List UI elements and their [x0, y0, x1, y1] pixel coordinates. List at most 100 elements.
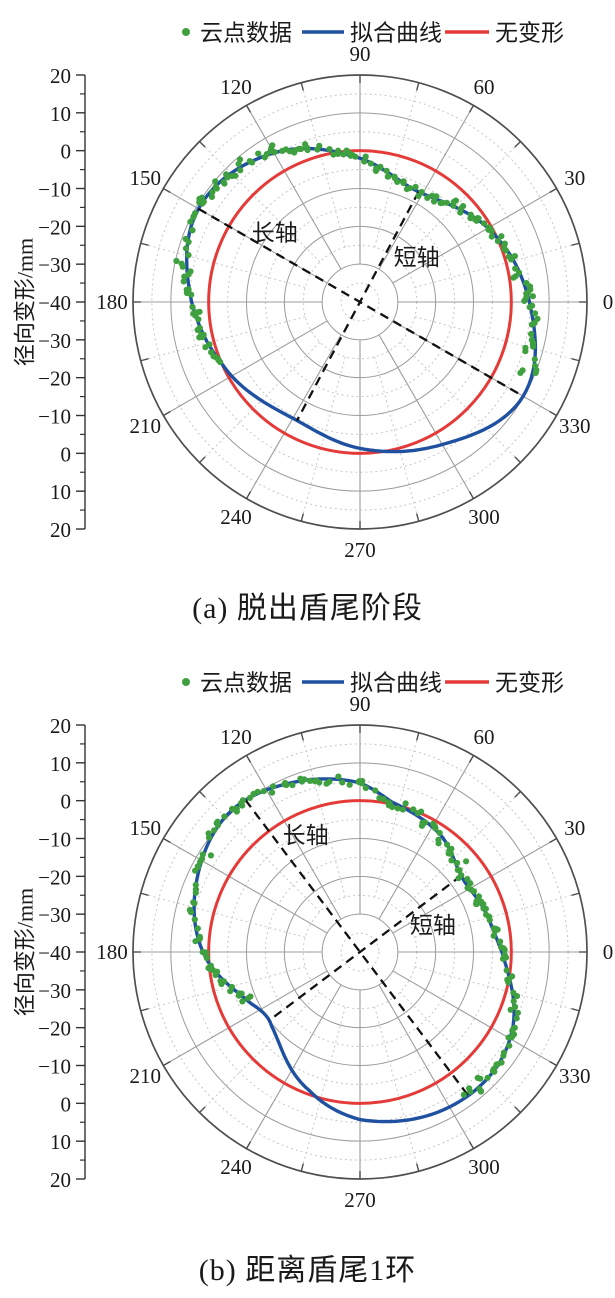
- reference-circle-series: [207, 149, 513, 455]
- scatter-point: [456, 867, 463, 874]
- scatter-point: [512, 265, 519, 272]
- scatter-point: [485, 913, 492, 920]
- angle-tick-label: 90: [350, 42, 371, 66]
- radial-tick-label: −10: [38, 178, 71, 202]
- angle-tick-label: 330: [559, 1064, 591, 1088]
- radial-tick-label: −30: [38, 979, 71, 1003]
- grid-spoke-minor: [300, 732, 346, 898]
- legend-item-1: 拟合曲线: [302, 671, 442, 696]
- grid-spoke-minor: [140, 242, 306, 288]
- scatter-point: [448, 857, 455, 864]
- grid-spoke-minor: [399, 341, 521, 463]
- radial-axis: 20 10 0 −10 −20 −30 −40 −30 −20 −10 0 10 20 径向变形/mm: [13, 714, 86, 1192]
- legend-label: 无变形: [495, 21, 564, 46]
- scatter-point: [249, 159, 256, 166]
- scatter-point: [187, 218, 194, 225]
- scatter-point: [510, 989, 517, 996]
- scatter-point: [185, 238, 192, 246]
- rim-tick: [468, 1141, 475, 1149]
- scatter-point: [430, 820, 437, 827]
- scatter-point: [385, 802, 392, 809]
- scatter-point: [429, 192, 436, 199]
- scatter-point: [445, 850, 452, 857]
- scatter-point: [361, 158, 368, 165]
- scatter-point: [330, 151, 337, 158]
- rim-tick: [416, 513, 420, 522]
- scatter-point: [233, 805, 240, 813]
- scatter-point: [173, 257, 180, 265]
- rim-tick: [514, 790, 522, 798]
- grid-spoke-minor: [199, 991, 321, 1113]
- rim-tick: [163, 187, 171, 194]
- scatter-point: [192, 881, 199, 888]
- scatter-point: [522, 344, 529, 351]
- scatter-point: [528, 321, 536, 328]
- scatter-point: [178, 260, 185, 267]
- scatter-point: [418, 822, 426, 829]
- angle-tick-label: 210: [129, 1064, 161, 1088]
- scatter-point: [474, 1074, 481, 1081]
- angle-labels: 0 30 60 90 120 150 180 210 240 270 300 330: [96, 42, 613, 562]
- scatter-point: [509, 1026, 516, 1033]
- scatter-point: [185, 252, 192, 259]
- grid-spoke-major: [246, 984, 342, 1149]
- grid-spoke-minor: [374, 1006, 420, 1172]
- scatter-point: [235, 160, 242, 167]
- scatter-point: [473, 217, 480, 224]
- scatter-point: [207, 852, 214, 859]
- grid-spoke-minor: [399, 791, 521, 913]
- scatter-point: [297, 775, 304, 782]
- radial-tick-label: −10: [38, 405, 71, 429]
- scatter-point: [362, 153, 369, 160]
- scatter-point: [261, 154, 268, 161]
- grid-spoke-major: [392, 188, 557, 284]
- scatter-point: [239, 998, 246, 1005]
- radial-tick-label: −20: [38, 215, 71, 239]
- radial-tick-label: 0: [61, 140, 72, 164]
- scatter-point: [488, 233, 495, 240]
- scatter-point: [196, 935, 203, 942]
- rim-tick: [514, 456, 522, 464]
- scatter-point: [189, 227, 196, 234]
- scatter-point: [217, 358, 224, 366]
- minor-axis-line: [268, 874, 462, 1022]
- scatter-point: [289, 782, 296, 789]
- rim-tick: [514, 1106, 522, 1114]
- rim-tick: [571, 242, 580, 246]
- scatter-point: [399, 806, 406, 813]
- scatter-point: [211, 827, 218, 834]
- grid-spoke-major: [163, 838, 328, 934]
- scatter-point: [340, 151, 347, 158]
- radial-tick-label: −30: [38, 253, 71, 277]
- angle-tick-label: 330: [559, 414, 591, 438]
- grid-spoke-major: [392, 970, 557, 1066]
- angle-tick-label: 90: [350, 692, 371, 716]
- scatter-point: [302, 141, 309, 148]
- scatter-point: [487, 225, 494, 232]
- grid-spoke-minor: [300, 356, 346, 522]
- scatter-point: [534, 315, 541, 322]
- legend-label: 无变形: [495, 671, 564, 696]
- angle-tick-label: 30: [564, 816, 585, 840]
- grid-spoke-minor: [140, 316, 306, 362]
- rim-tick: [245, 1141, 252, 1149]
- scatter-point: [355, 779, 362, 786]
- grid-spoke-minor: [140, 966, 306, 1012]
- grid-spoke-minor: [199, 141, 321, 263]
- scatter-point: [187, 909, 195, 916]
- radial-tick-label: 20: [50, 518, 71, 542]
- scatter-point: [475, 893, 482, 900]
- radial-axis-title: 径向变形/mm: [13, 888, 38, 1016]
- scatter-point: [250, 790, 257, 797]
- angle-tick-label: 240: [220, 1155, 252, 1179]
- scatter-point: [460, 1091, 467, 1098]
- scatter-point: [511, 1003, 519, 1010]
- scatter-point: [494, 238, 501, 245]
- rim-tick: [300, 513, 304, 522]
- radial-tick-label: −40: [38, 941, 71, 965]
- grid-spoke-minor: [140, 892, 306, 938]
- scatter-point: [189, 304, 196, 311]
- scatter-point: [514, 1009, 522, 1016]
